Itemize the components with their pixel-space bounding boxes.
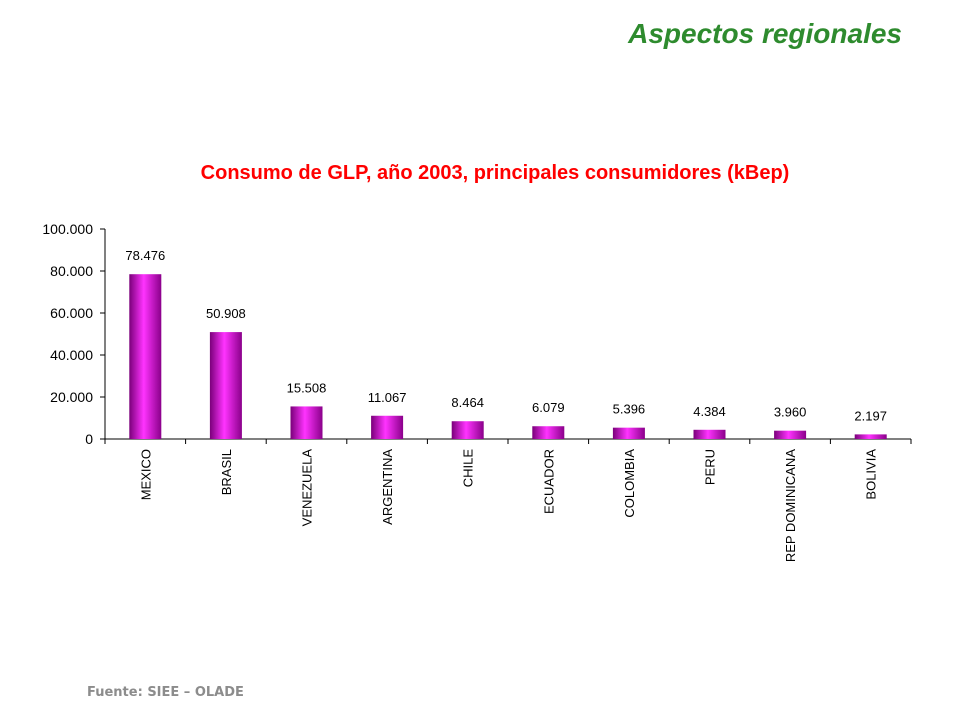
bar [532, 426, 565, 439]
data-label: 3.960 [774, 405, 807, 420]
bar [774, 430, 807, 439]
bar [129, 274, 162, 439]
x-tick-label: ARGENTINA [380, 449, 395, 525]
x-tick-label: BRASIL [219, 449, 234, 495]
bar [451, 421, 484, 439]
data-label: 4.384 [693, 404, 726, 419]
x-tick-label: ECUADOR [541, 449, 556, 514]
bar [209, 332, 242, 439]
data-label: 2.197 [854, 408, 887, 423]
data-label: 11.067 [368, 390, 407, 405]
data-label: 15.508 [287, 380, 327, 395]
y-tick-label: 20.000 [50, 389, 93, 405]
y-tick-label: 40.000 [50, 347, 93, 363]
bar [290, 406, 323, 439]
bar [854, 434, 887, 439]
x-tick-label: VENEZUELA [300, 449, 315, 527]
source-note: Fuente: SIEE – OLADE [87, 685, 244, 700]
x-tick-label: COLOMBIA [622, 449, 637, 518]
y-tick-label: 60.000 [50, 305, 93, 321]
y-tick-label: 100.000 [42, 221, 93, 237]
x-tick-label: REP DOMINICANA [783, 449, 798, 562]
x-tick-label: MEXICO [138, 449, 153, 500]
x-tick-label: PERU [703, 449, 718, 485]
bar [693, 429, 726, 439]
data-label: 8.464 [451, 395, 484, 410]
x-tick-label: CHILE [461, 449, 476, 488]
y-tick-label: 0 [85, 431, 93, 447]
data-label: 5.396 [613, 402, 646, 417]
data-label: 78.476 [125, 248, 165, 263]
data-label: 50.908 [206, 306, 246, 321]
bar [371, 415, 404, 439]
page-heading: Aspectos regionales [628, 18, 902, 49]
x-tick-label: BOLIVIA [864, 449, 879, 500]
chart-bars [129, 274, 887, 439]
data-label: 6.079 [532, 400, 565, 415]
chart-labels: 78.476 MEXICO 50.908 BRASIL 15.508 VENEZUELA 1… [125, 248, 887, 562]
y-tick-label: 80.000 [50, 263, 93, 279]
bar [612, 427, 645, 439]
chart-title: Consumo de GLP, año 2003, principales co… [200, 162, 790, 184]
chart-axes: 0 20.000 40.000 60.000 80.000 100.000 [42, 221, 912, 447]
